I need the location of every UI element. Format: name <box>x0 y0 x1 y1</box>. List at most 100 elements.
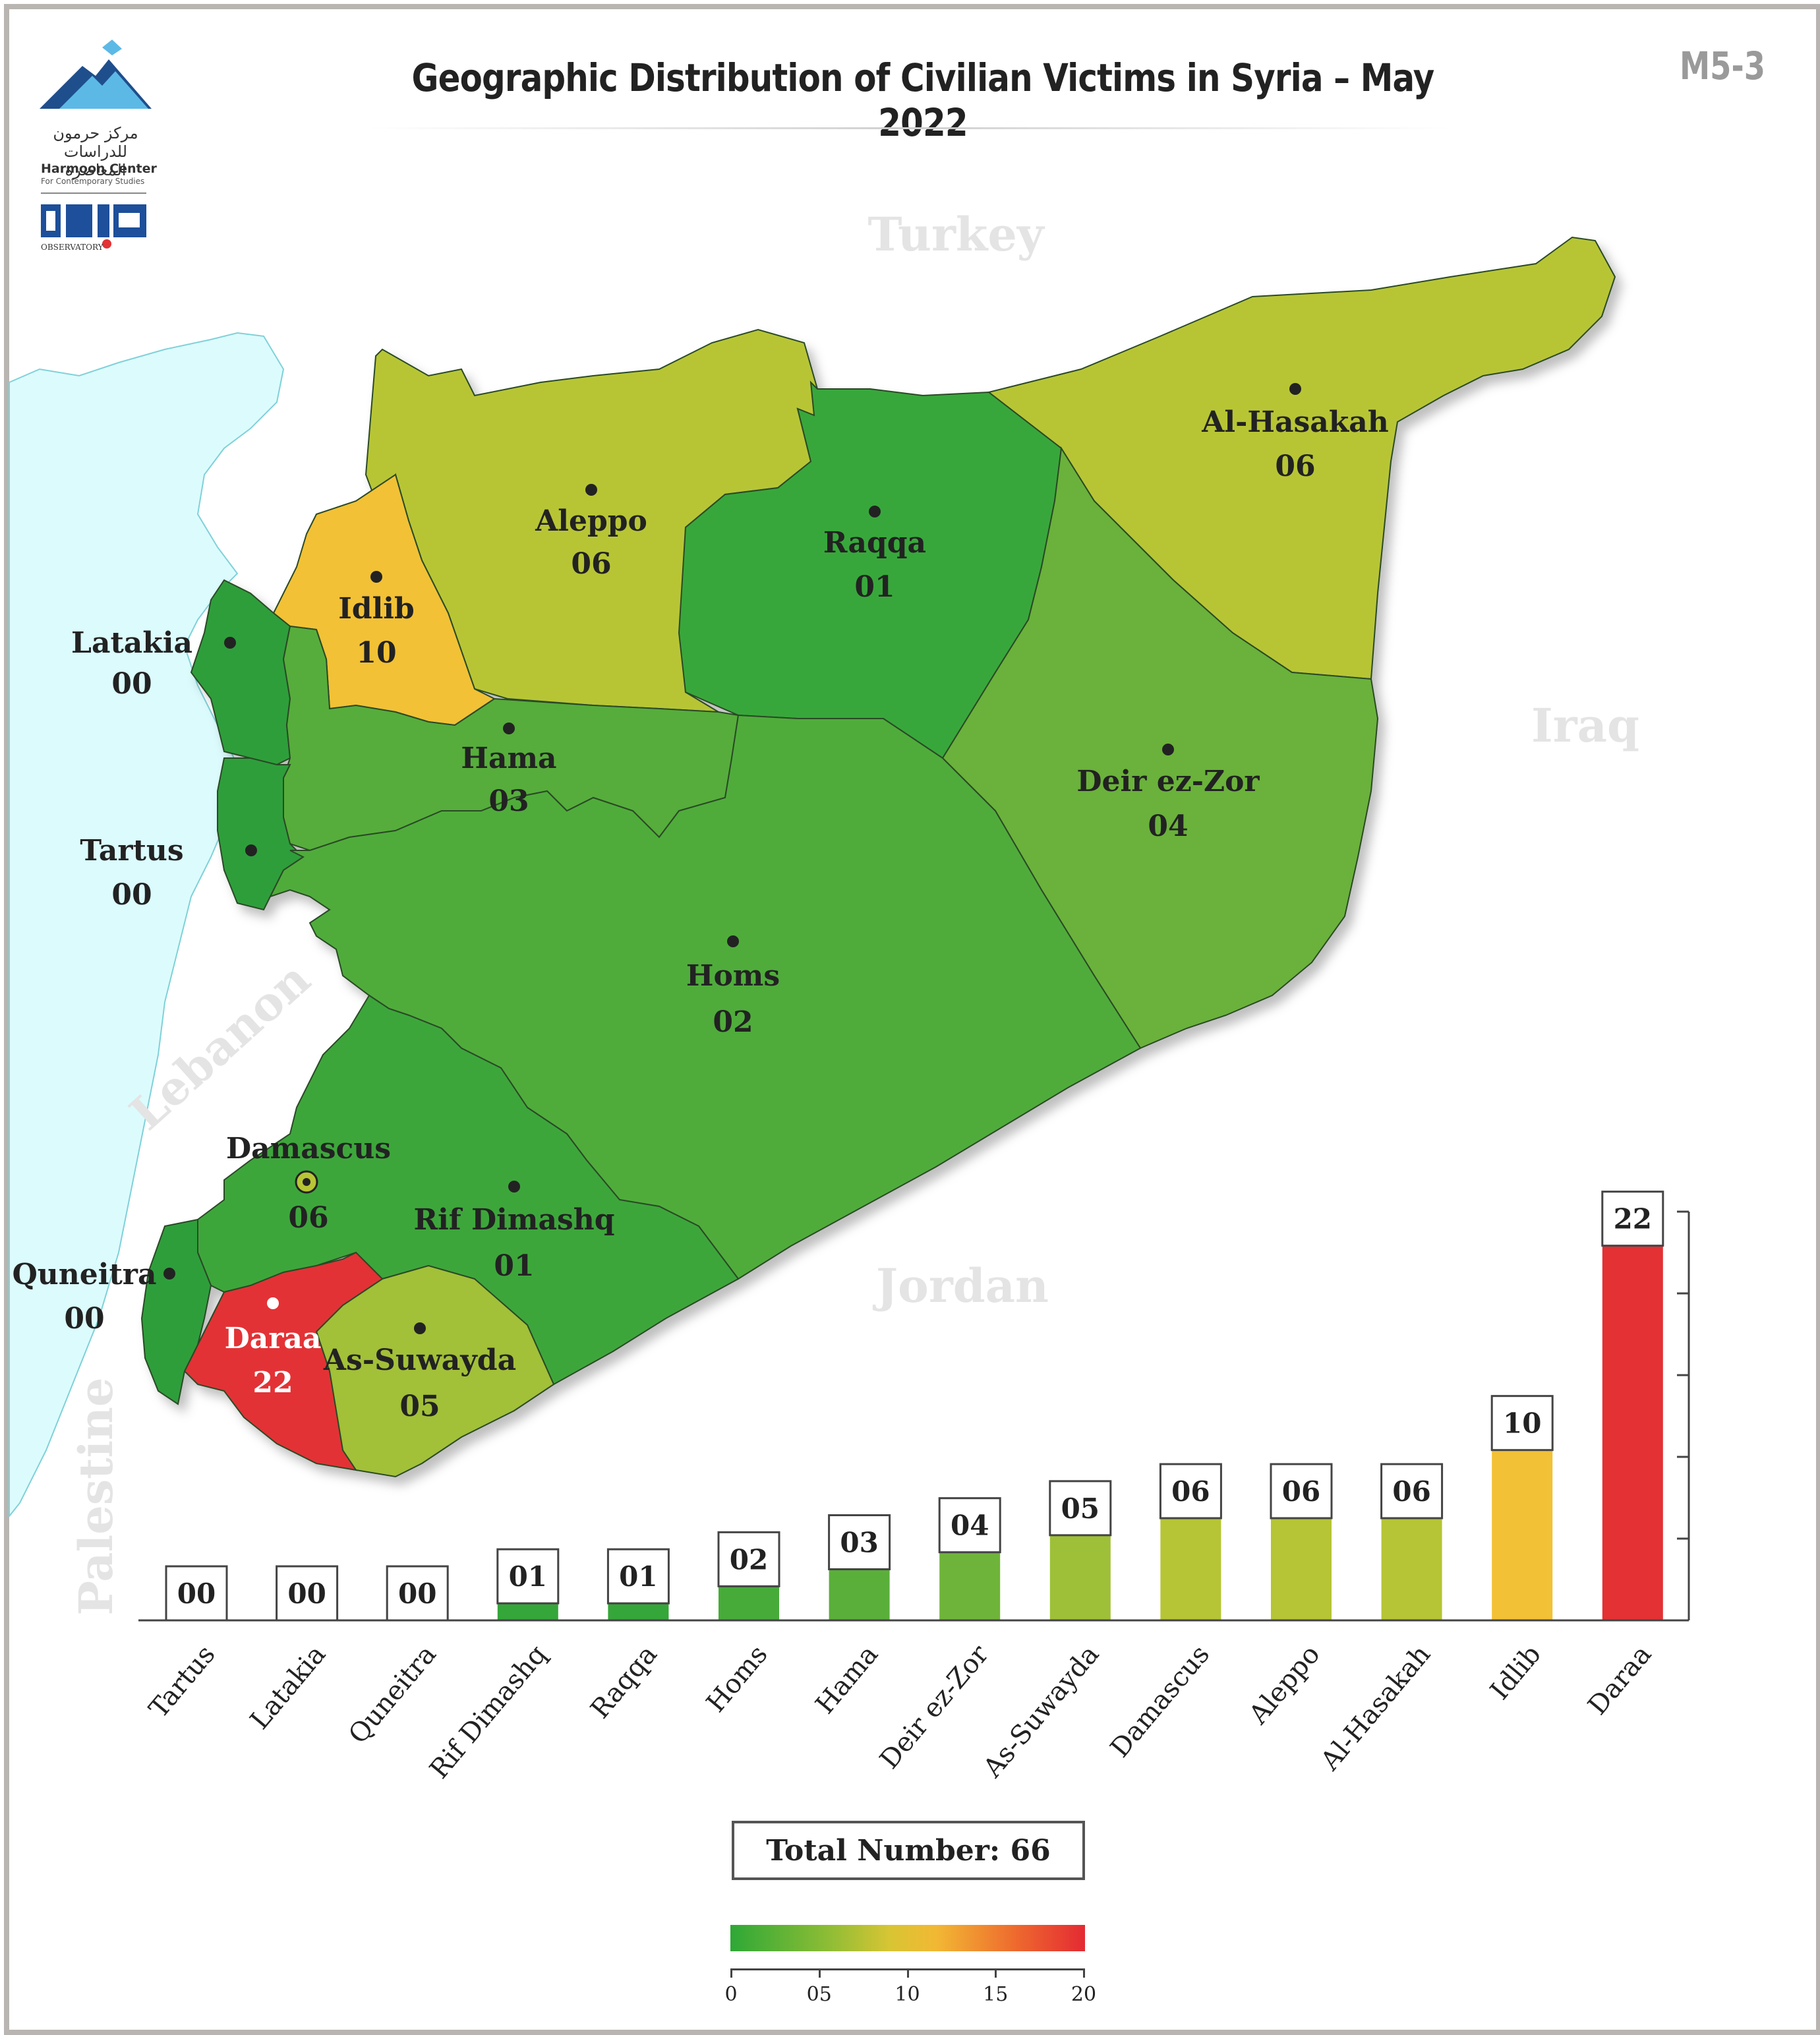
logo-arabic-text: مركز حرمون للدراسات المعاصرة <box>53 124 138 179</box>
color-scale-tick <box>818 1968 821 1978</box>
category-label: Daraa <box>1582 1639 1657 1721</box>
mediterranean-sea <box>9 332 285 1518</box>
city-dot-homs <box>727 935 739 947</box>
bar-homs <box>719 1586 779 1620</box>
category-label: Aleppo <box>1243 1639 1326 1730</box>
region-value-homs: 02 <box>713 1005 753 1039</box>
bar-value-label: 22 <box>1614 1203 1652 1235</box>
bar-value-box <box>165 1565 228 1622</box>
region-label-aleppo: Aleppo <box>535 504 647 538</box>
city-dot-as-suwayda <box>414 1322 426 1334</box>
bar-value-box <box>828 1514 891 1570</box>
category-label: Latakia <box>245 1639 332 1735</box>
city-dot-aleppo <box>585 484 597 496</box>
country-label-turkey: Turkey <box>867 207 1045 262</box>
color-scale-tick-label: 05 <box>806 1983 832 2006</box>
country-label-jordan: Jordan <box>872 1258 1049 1313</box>
logo-english-subtext: For Contemporary Studies <box>41 177 145 186</box>
color-scale-tick <box>906 1968 909 1978</box>
logo-english-text: Harmoon Center <box>41 162 157 176</box>
bar-value-label: 04 <box>951 1510 989 1542</box>
logo-divider <box>41 192 146 194</box>
region-label-latakia: Latakia <box>71 626 192 660</box>
region-value-rif-dimashq: 01 <box>494 1249 534 1283</box>
category-label: Hama <box>810 1639 885 1720</box>
bar-value-box <box>717 1531 780 1587</box>
bar-al-hasakah <box>1381 1518 1442 1620</box>
bar-value-label: 00 <box>177 1578 216 1610</box>
bar-value-box <box>1380 1463 1444 1519</box>
bar-value-label: 00 <box>287 1578 326 1610</box>
bar-daraa <box>1602 1245 1663 1620</box>
bar-value-box <box>276 1565 339 1622</box>
region-value-quneitra: 00 <box>64 1302 104 1336</box>
region-label-deir-ez-zor: Deir ez-Zor <box>1076 765 1260 798</box>
region-label-idlib: Idlib <box>338 592 415 626</box>
bar-raqqa <box>608 1603 669 1620</box>
color-scale-tick-label: 20 <box>1071 1983 1097 2006</box>
color-scale-tick <box>730 1968 732 1978</box>
bar-value-label: 02 <box>730 1543 768 1576</box>
color-scale-tick-label: 15 <box>983 1983 1009 2006</box>
total-number-box: Total Number: 66 <box>732 1821 1085 1880</box>
page-title: Geographic Distribution of Civilian Vict… <box>411 55 1435 145</box>
region-label-homs: Homs <box>686 959 780 993</box>
bar-value-box <box>938 1497 1001 1554</box>
region-value-damascus: 06 <box>288 1201 328 1235</box>
title-underline <box>369 127 1450 129</box>
bar-value-label: 06 <box>1282 1475 1320 1508</box>
category-label: Al-Hasakah <box>1314 1639 1436 1777</box>
category-label: Tartus <box>144 1639 221 1724</box>
color-scale-tick <box>1083 1968 1085 1978</box>
city-dot-idlib <box>370 571 382 583</box>
region-value-as-suwayda: 05 <box>399 1390 440 1423</box>
bar-hama <box>829 1569 890 1620</box>
color-scale-tick-label: 0 <box>724 1983 738 2006</box>
bar-value-label: 01 <box>509 1560 547 1593</box>
bar-value-label: 03 <box>840 1527 878 1559</box>
figure-code: M5-3 <box>1680 44 1766 88</box>
category-label: Deir ez-Zor <box>874 1639 995 1775</box>
city-dot-damascus <box>303 1178 310 1186</box>
region-value-latakia: 00 <box>111 667 152 701</box>
region-quneitra <box>140 1218 212 1405</box>
region-value-idlib: 10 <box>356 636 396 670</box>
country-label-iraq: Iraq <box>1531 698 1639 753</box>
city-dot-daraa <box>267 1297 279 1309</box>
bar-damascus <box>1160 1518 1221 1620</box>
bar-as-suwayda <box>1049 1535 1111 1620</box>
color-scale-bar <box>730 1925 1085 1951</box>
region-value-al-hasakah: 06 <box>1275 450 1315 483</box>
region-value-deir-ez-zor: 04 <box>1148 810 1188 843</box>
bar-value-box <box>496 1548 560 1605</box>
region-label-tartus: Tartus <box>80 834 183 868</box>
city-dot-raqqa <box>869 506 881 517</box>
region-latakia <box>190 579 291 766</box>
city-dot-deir-ez-zor <box>1162 744 1174 755</box>
bar-value-label: 01 <box>619 1560 657 1593</box>
region-value-daraa: 22 <box>252 1366 293 1400</box>
observatory-logo-icon: OBSERVATORY <box>41 204 146 252</box>
color-scale-tick <box>995 1968 997 1978</box>
region-value-aleppo: 06 <box>571 547 611 581</box>
bar-value-box <box>1490 1395 1554 1452</box>
color-scale-tick-label: 10 <box>895 1983 920 2006</box>
category-label: Raqqa <box>585 1639 663 1725</box>
category-label: Damascus <box>1105 1639 1216 1763</box>
bar-rif-dimashq <box>497 1603 558 1620</box>
y-ticks-group <box>1677 1210 1689 1622</box>
bar-value-box <box>1049 1480 1112 1537</box>
category-label: Homs <box>701 1639 774 1719</box>
bar-value-box <box>606 1548 670 1605</box>
harmoon-logo-icon <box>40 40 152 109</box>
region-homs <box>269 714 1142 1280</box>
category-label: Quneitra <box>343 1639 442 1750</box>
category-label: As-Suwayda <box>977 1639 1105 1784</box>
region-label-quneitra: Quneitra <box>12 1258 156 1291</box>
region-label-al-hasakah: Al-Hasakah <box>1201 405 1388 439</box>
region-label-hama: Hama <box>461 742 556 775</box>
observatory-label: OBSERVATORY <box>41 243 104 252</box>
bar-value-label: 06 <box>1392 1475 1430 1508</box>
